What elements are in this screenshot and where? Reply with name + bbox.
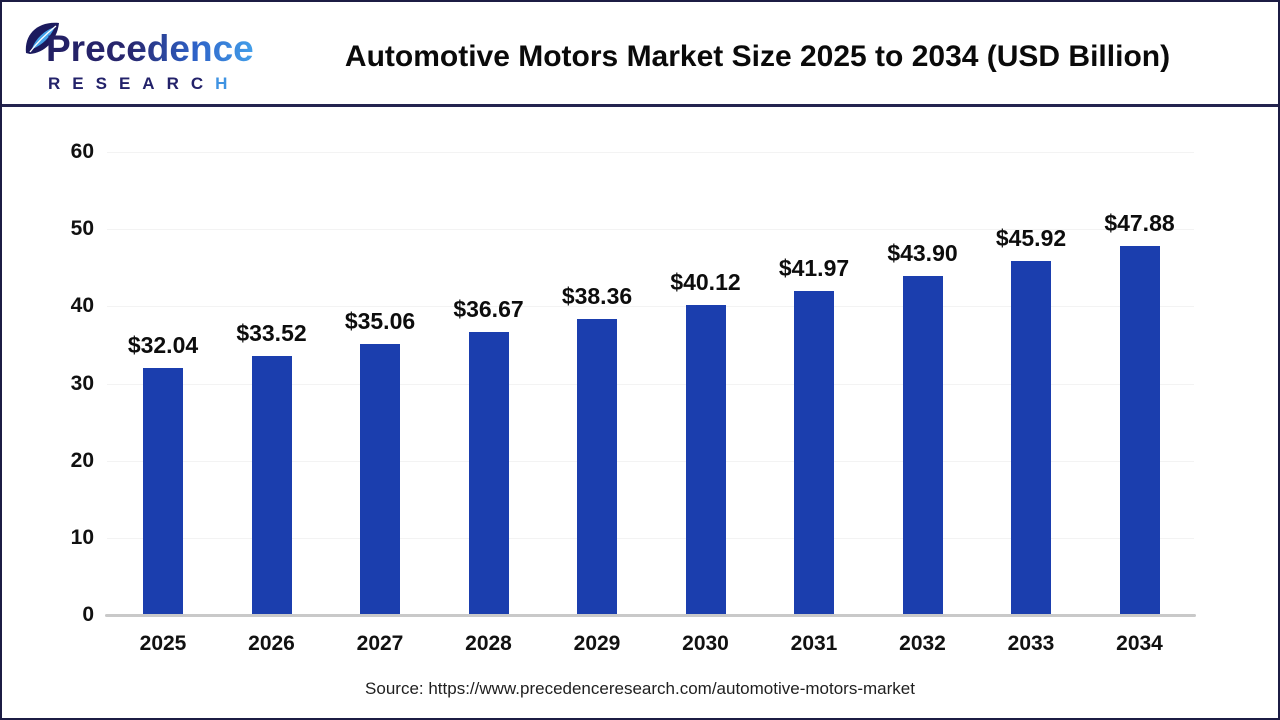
gridline (107, 460, 1194, 462)
x-axis-tick-label: 2029 (573, 632, 621, 655)
bar-value-label: $36.67 (453, 296, 524, 323)
x-axis-tick-label: 2034 (1116, 632, 1163, 655)
bar-value-label: $45.92 (995, 224, 1067, 251)
gridline (107, 537, 1194, 539)
x-axis-tick-label: 2033 (1007, 632, 1055, 655)
bar-2031 (794, 291, 834, 615)
bar-2025 (143, 367, 183, 615)
y-axis-tick-label: 0 (82, 603, 94, 626)
bar-2032 (902, 276, 943, 615)
bar-value-label: $33.52 (236, 320, 307, 347)
y-axis-tick-label: 50 (70, 217, 94, 241)
bar-value-label: $47.88 (1104, 209, 1175, 236)
bar-value-label: $40.12 (670, 269, 741, 296)
bar-value-label: $38.36 (561, 282, 633, 309)
bar-2034 (1119, 245, 1160, 615)
y-axis-tick-label: 30 (70, 371, 94, 395)
bar-2026 (251, 356, 292, 615)
source-text: Source: https://www.precedenceresearch.c… (365, 679, 915, 698)
gridline (107, 306, 1194, 308)
bar-2030 (685, 305, 726, 615)
precedence-research-logo: Precedence RESEARCH (20, 12, 254, 98)
x-axis-tick-label: 2026 (248, 632, 295, 655)
bar-2028 (468, 332, 509, 615)
x-axis-tick-label: 2031 (790, 632, 838, 655)
x-axis-tick-label: 2028 (465, 632, 512, 655)
bar-2027 (360, 344, 400, 615)
x-axis-tick-label: 2027 (356, 632, 404, 655)
gridline (107, 152, 1194, 153)
x-axis-tick-label: 2030 (682, 632, 729, 655)
gridline (107, 229, 1194, 231)
bar-2033 (1011, 260, 1051, 615)
y-axis-tick-label: 60 (70, 140, 94, 163)
x-axis-tick-label: 2025 (139, 632, 187, 655)
bar-value-label: $41.97 (778, 255, 850, 282)
chart-title: Automotive Motors Market Size 2025 to 20… (344, 40, 1171, 73)
y-axis-tick-label: 10 (70, 525, 94, 549)
bar-value-label: $35.06 (344, 308, 416, 335)
bar-value-label: $32.04 (127, 331, 199, 358)
x-axis-tick-label: 2032 (899, 632, 946, 655)
y-axis-tick-label: 40 (70, 294, 94, 318)
x-axis-line (105, 614, 1196, 617)
header: Precedence RESEARCH Automotive Motors Ma… (2, 2, 1278, 107)
gridline (107, 383, 1194, 385)
leaf-icon (25, 22, 59, 54)
y-axis-tick-label: 20 (70, 448, 94, 472)
bar-2029 (577, 318, 617, 615)
logo-sub-text: RESEARCH (48, 74, 240, 93)
bar-value-label: $43.90 (887, 240, 958, 267)
logo-brand-text: Precedence (46, 28, 254, 69)
